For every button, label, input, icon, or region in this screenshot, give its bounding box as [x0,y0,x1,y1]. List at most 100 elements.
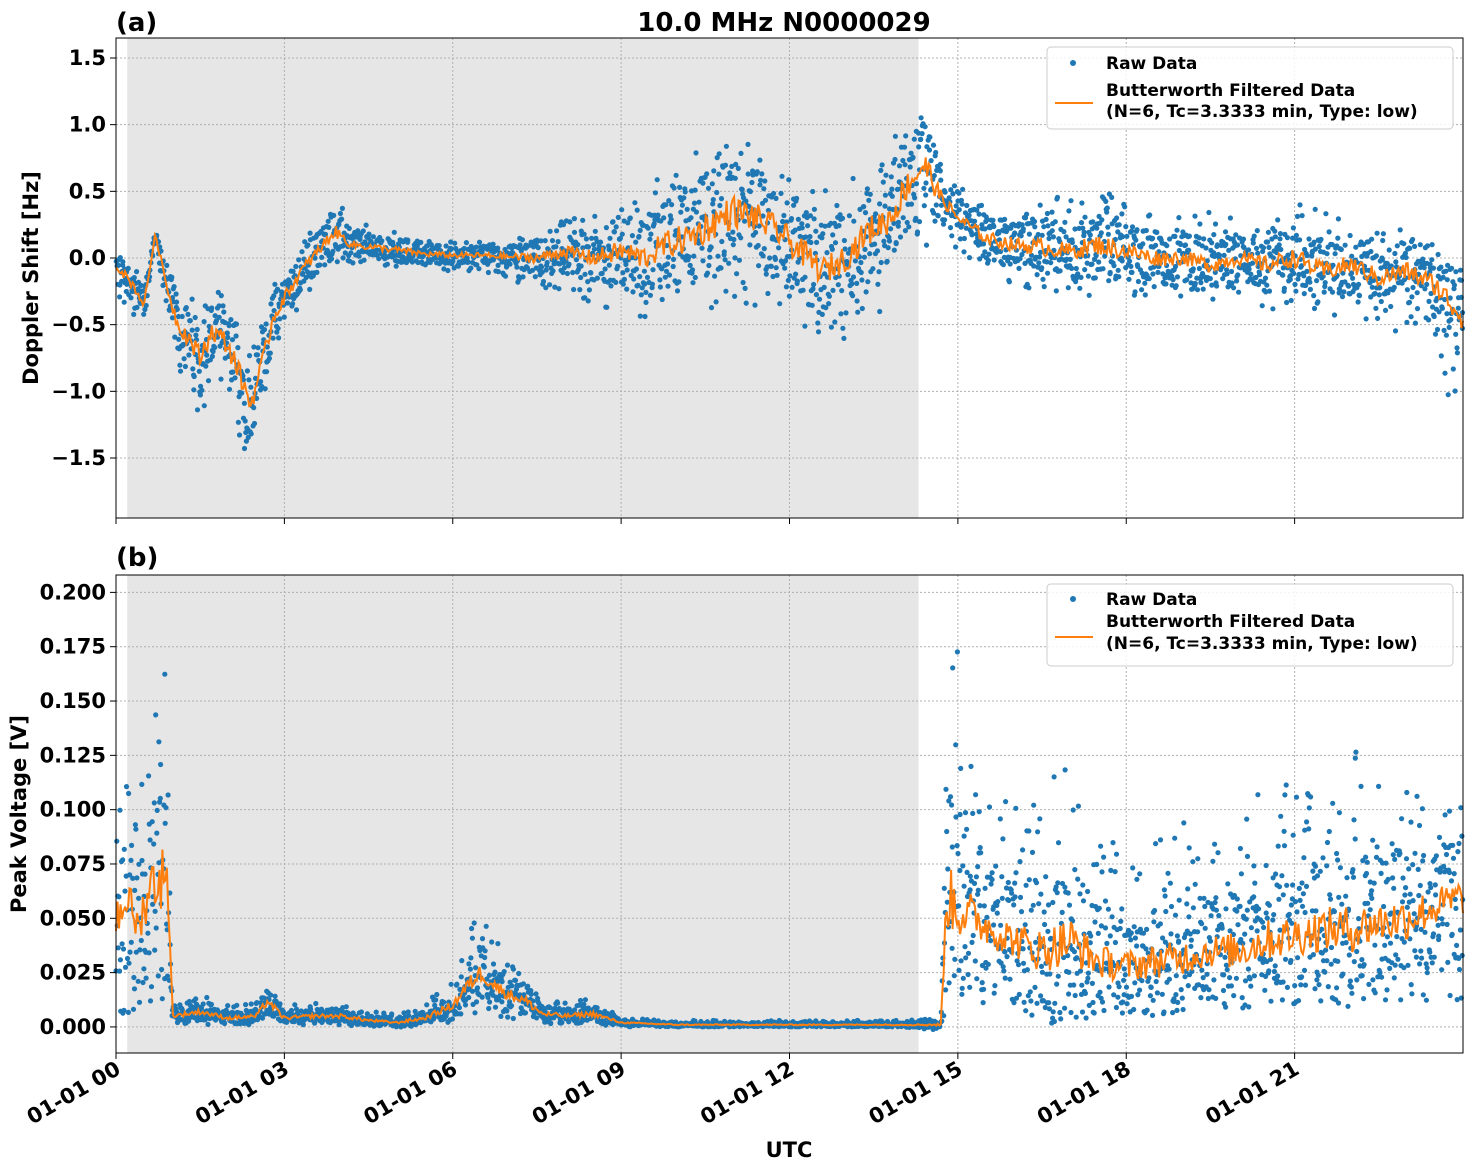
raw-data-point [1160,935,1166,941]
raw-data-point [1239,995,1245,1001]
raw-data-point [191,373,197,380]
raw-data-point [376,256,382,262]
raw-data-point [512,977,519,984]
raw-data-point [267,350,273,356]
raw-data-point [604,304,610,310]
raw-data-point [566,261,572,267]
raw-data-point [330,248,336,254]
raw-data-point [1041,909,1047,915]
raw-data-point [122,964,129,970]
raw-data-point [1290,832,1296,838]
raw-data-point [990,217,996,223]
raw-data-point [225,334,231,340]
raw-data-point [1450,366,1456,372]
raw-data-point [839,215,846,221]
raw-data-point [461,245,467,252]
raw-data-point [1449,265,1455,271]
raw-data-point [956,207,962,213]
raw-data-point [1181,820,1187,826]
raw-data-point [888,174,894,180]
raw-data-point [448,246,454,252]
raw-data-point [292,1002,298,1008]
raw-data-point [1094,225,1100,231]
raw-data-point [992,983,998,989]
raw-data-point [1237,903,1243,909]
raw-data-point [773,265,779,271]
raw-data-point [721,249,727,255]
raw-data-point [922,124,928,130]
raw-data-point [307,230,313,236]
raw-data-point [1209,282,1215,288]
raw-data-point [1314,977,1320,983]
raw-data-point [130,1006,137,1012]
raw-data-point [201,319,207,325]
raw-data-point [921,185,927,191]
raw-data-point [146,773,152,779]
raw-data-point [1404,319,1410,325]
raw-data-point [312,1020,318,1026]
raw-data-point [538,238,544,244]
raw-data-point [803,234,809,240]
raw-data-point [1376,292,1382,298]
raw-data-point [516,970,522,977]
raw-data-point [1213,895,1219,901]
raw-data-point [364,1011,370,1017]
raw-data-point [621,276,628,282]
raw-data-point [1281,843,1288,849]
raw-data-point [1379,257,1385,263]
raw-data-point [863,289,869,295]
raw-data-point [1445,262,1451,268]
raw-data-point [1017,894,1024,901]
raw-data-point [935,213,941,219]
raw-data-point [1049,209,1055,215]
raw-data-point [1378,298,1384,305]
raw-data-point [1421,265,1427,271]
raw-data-point [1428,290,1434,297]
raw-data-point [1079,200,1085,206]
raw-data-point [1324,251,1330,257]
raw-data-point [373,1009,379,1015]
raw-data-point [900,215,906,221]
raw-data-point [1071,982,1077,988]
raw-data-point [1026,285,1032,291]
raw-data-point [1270,917,1276,923]
raw-data-point [1440,274,1446,280]
raw-data-point [1140,241,1146,247]
raw-data-point [139,781,145,788]
raw-data-point [958,197,965,203]
raw-data-point [1204,971,1210,977]
raw-data-point [1223,906,1229,912]
raw-data-point [895,219,902,225]
raw-data-point [1050,234,1056,240]
raw-data-point [1225,881,1231,887]
raw-data-point [913,181,920,187]
raw-data-point [649,281,656,287]
raw-data-point [1280,265,1286,271]
raw-data-point [1028,998,1034,1004]
raw-data-point [986,251,992,257]
raw-data-point [235,419,241,425]
raw-data-point [910,154,916,160]
raw-data-point [418,239,424,245]
raw-data-point [1035,231,1041,238]
raw-data-point [1090,999,1096,1006]
raw-data-point [577,1002,583,1008]
raw-data-point [967,984,973,990]
raw-data-point [953,244,959,250]
raw-data-point [1043,874,1049,880]
raw-data-point [774,272,780,278]
raw-data-point [1280,892,1286,898]
raw-data-point [165,792,171,798]
raw-data-point [1132,980,1138,986]
raw-data-point [1037,254,1043,260]
raw-data-point [982,226,988,232]
raw-data-point [1128,937,1134,943]
raw-data-point [469,988,476,994]
raw-data-point [1268,998,1274,1004]
raw-data-point [791,202,797,208]
raw-data-point [1004,954,1010,960]
raw-data-point [710,197,716,203]
raw-data-point [1409,294,1415,300]
raw-data-point [907,164,913,170]
raw-data-point [148,984,155,990]
